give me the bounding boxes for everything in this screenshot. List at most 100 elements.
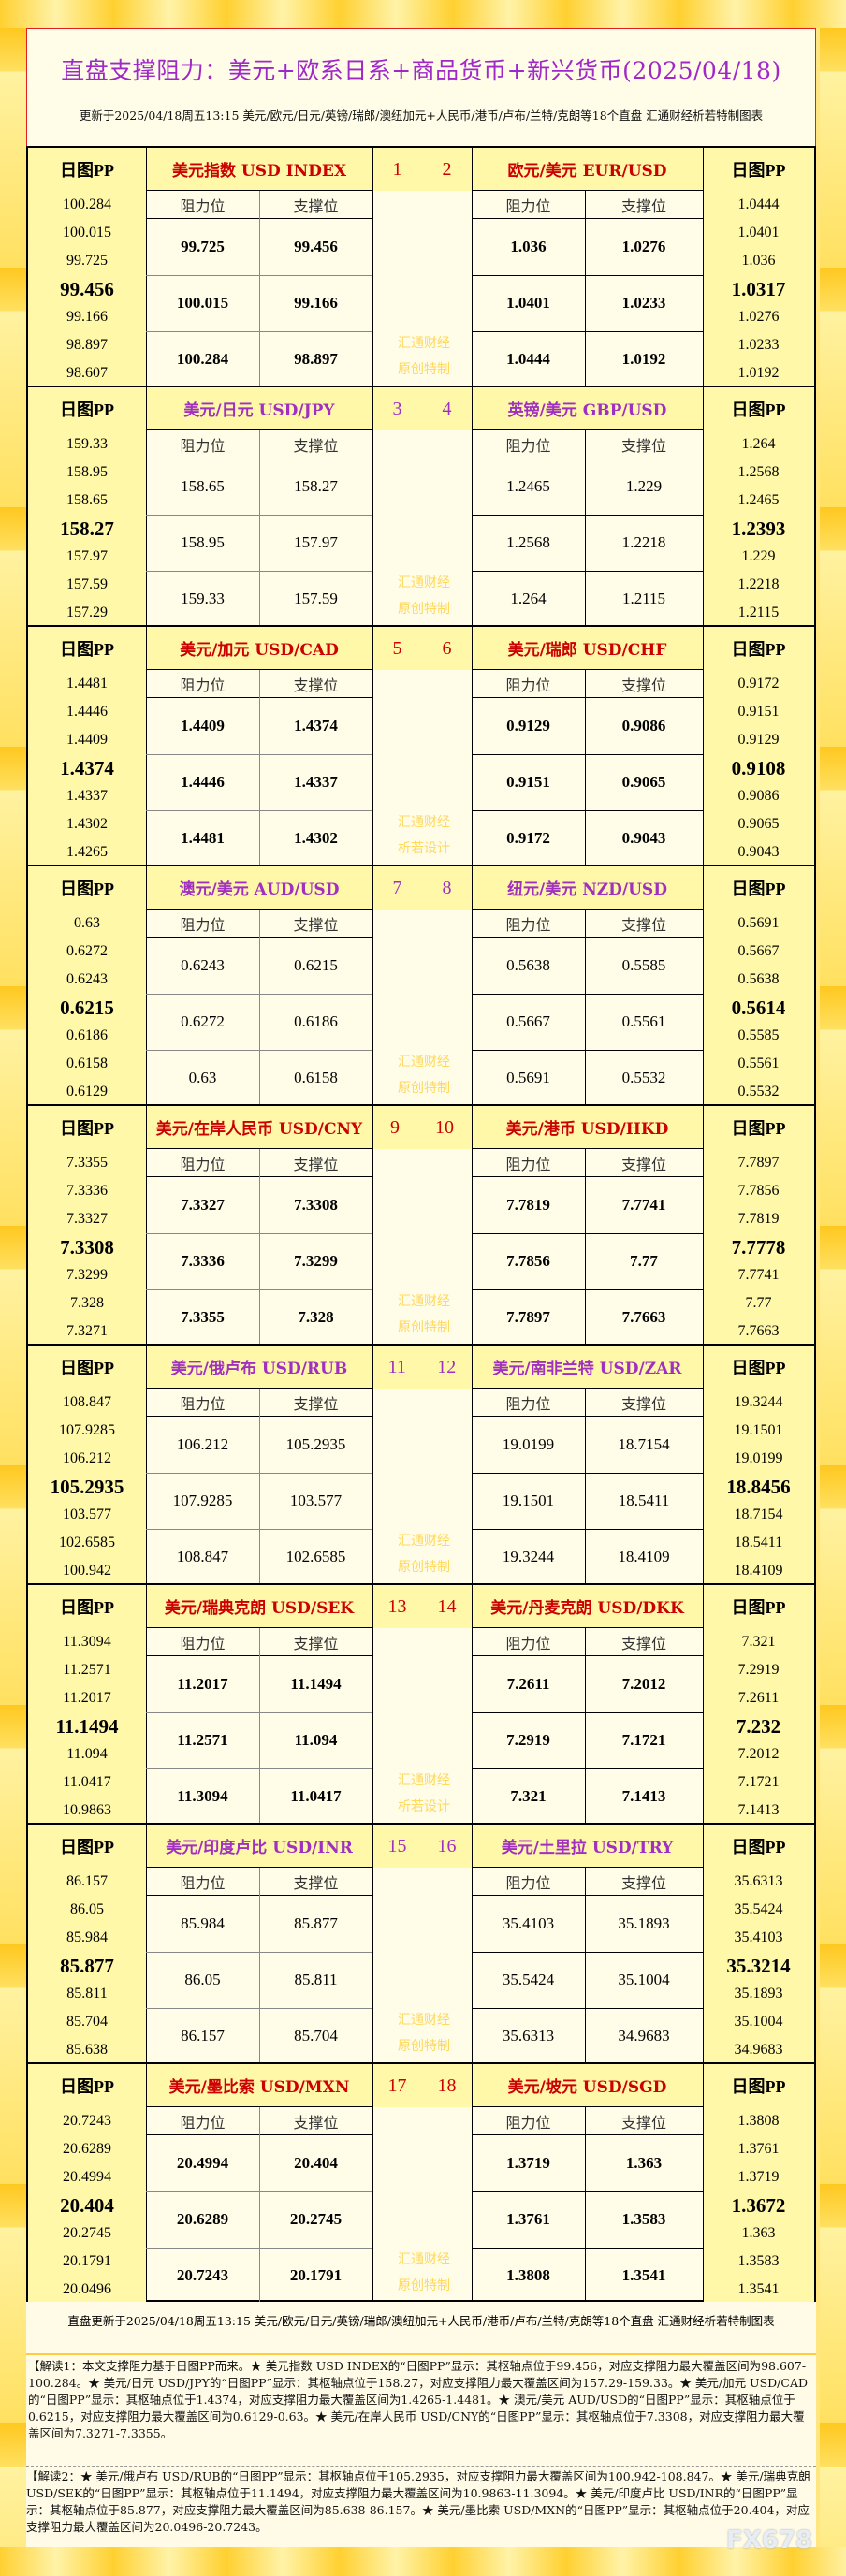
pair-title-left: 美元/瑞典克朗 USD/SEK: [146, 1585, 372, 1628]
pp-level-value: 1.3541: [737, 2281, 780, 2297]
resistance-label-left: 阻力位: [146, 191, 259, 219]
watermark-line-1: 汇通财经: [398, 2013, 450, 2028]
support-value: 1.4302: [294, 829, 338, 847]
pivot-point-value: 0.5614: [731, 996, 786, 1019]
pp-level-value: 7.7663: [737, 1323, 780, 1339]
daily-pp-header: 日图PP: [731, 1359, 786, 1377]
row-divider: [472, 275, 703, 276]
row-divider: [472, 810, 703, 811]
support-value: 7.2012: [621, 1675, 666, 1693]
cell-divider: [259, 1149, 260, 1344]
daily-pp-column-left: 日图PP 100.284 100.015 99.725 99.456 99.166 98.8…: [28, 148, 146, 386]
cell-divider: [585, 1149, 586, 1344]
pp-level-value: 7.7741: [737, 1267, 780, 1283]
pp-level-value: 85.984: [66, 1929, 108, 1945]
resistance-value: 1.3761: [506, 2210, 550, 2228]
page-subtitle: 更新于2025/04/18周五13:15 美元/欧元/日元/英镑/瑞郎/澳纽加元…: [79, 109, 764, 123]
pp-level-value: 7.1721: [737, 1774, 780, 1790]
support-value: 7.1721: [621, 1731, 666, 1749]
pp-level-value: 7.3299: [66, 1267, 108, 1283]
pair-numbers: 13 14: [372, 1585, 472, 1628]
column-divider: [146, 866, 147, 1104]
support-value: 35.1893: [618, 1914, 670, 1932]
resistance-label-right: 阻力位: [472, 191, 585, 219]
column-divider: [372, 627, 373, 865]
pp-level-value: 11.0417: [63, 1774, 111, 1790]
daily-pp-header: 日图PP: [731, 640, 786, 659]
pivot-point-value: 1.4374: [60, 756, 114, 779]
pair-block: 日图PP 108.847 107.9285 106.212 105.2935 103.57…: [26, 1344, 816, 1583]
resistance-value: 1.264: [510, 589, 547, 607]
pp-level-value: 0.5691: [737, 915, 780, 931]
pp-level-value: 1.2568: [737, 464, 780, 480]
pair-number-left: 17: [387, 2074, 407, 2096]
watermark-line-2: 析若设计: [398, 1799, 450, 1814]
pair-title-right: 美元/南非兰特 USD/ZAR: [472, 1346, 703, 1389]
resistance-value: 35.5424: [502, 1971, 555, 1988]
support-label-right: 支撑位: [585, 1389, 703, 1417]
resistance-label-left: 阻力位: [146, 910, 259, 938]
support-value: 0.6158: [294, 1069, 338, 1086]
support-label-left: 支撑位: [259, 2107, 372, 2135]
support-label-left: 支撑位: [259, 191, 372, 219]
pp-level-value: 1.0192: [737, 365, 780, 381]
column-divider: [703, 627, 704, 865]
support-value: 0.9065: [621, 773, 666, 791]
pair-block: 日图PP 11.3094 11.2571 11.2017 11.1494 11.094 11…: [26, 1583, 816, 1823]
daily-pp-header: 日图PP: [60, 2077, 114, 2096]
support-value: 18.5411: [618, 1492, 670, 1509]
support-value: 1.363: [625, 2154, 663, 2172]
pivot-point-value: 18.8456: [726, 1475, 791, 1498]
row-divider: [472, 754, 703, 755]
resistance-value: 20.4994: [176, 2154, 229, 2172]
footer-update-text: 直盘更新于2025/04/18周五13:15 美元/欧元/日元/英镑/瑞郎/澳纽…: [26, 2302, 816, 2355]
resistance-label-left: 阻力位: [146, 1628, 259, 1656]
row-divider: [146, 2248, 372, 2249]
row-divider: [146, 2191, 372, 2192]
cell-divider: [585, 1868, 586, 2062]
resistance-value: 1.3719: [506, 2154, 550, 2172]
pp-level-value: 0.5638: [737, 971, 780, 987]
resistance-value: 20.6289: [176, 2210, 229, 2228]
watermark-line-1: 汇通财经: [398, 1294, 450, 1309]
daily-pp-column-right: 日图PP 35.6313 35.5424 35.4103 35.3214 35.1893 3…: [703, 1825, 814, 2062]
support-value: 0.5532: [621, 1069, 666, 1086]
resistance-value: 19.3244: [502, 1548, 555, 1565]
cell-divider: [259, 670, 260, 865]
cell-divider: [585, 191, 586, 386]
daily-pp-header: 日图PP: [60, 1359, 114, 1377]
pp-level-value: 1.2465: [737, 492, 780, 508]
pp-level-value: 18.5411: [734, 1535, 783, 1550]
cell-divider: [585, 2107, 586, 2302]
daily-pp-column-left: 日图PP 11.3094 11.2571 11.2017 11.1494 11.094 11…: [28, 1585, 146, 1823]
resistance-value: 35.4103: [502, 1914, 555, 1932]
support-value: 20.404: [294, 2154, 338, 2172]
daily-pp-header: 日图PP: [60, 400, 114, 419]
column-divider: [472, 866, 473, 1104]
page-header: 直盘支撑阻力：美元+欧系日系+商品货币+新兴货币(2025/04/18) 更新于…: [26, 28, 816, 146]
pp-level-value: 1.2115: [737, 604, 780, 620]
support-value: 1.0276: [621, 238, 666, 255]
row-divider: [146, 275, 372, 276]
pp-level-value: 0.9172: [737, 676, 780, 691]
pair-title-right: 美元/坡元 USD/SGD: [472, 2064, 703, 2107]
pp-level-value: 20.6289: [63, 2141, 111, 2157]
pp-level-value: 99.166: [66, 309, 108, 325]
pair-number-left: 1: [392, 158, 402, 180]
pivot-point-value: 7.7778: [731, 1235, 786, 1259]
resistance-value: 7.7819: [506, 1196, 550, 1214]
pp-level-value: 7.1413: [737, 1802, 780, 1818]
pp-level-value: 35.1004: [734, 2014, 783, 2030]
column-divider: [372, 1585, 373, 1823]
support-value: 1.3541: [621, 2266, 666, 2284]
row-divider: [146, 1473, 372, 1474]
resistance-value: 7.321: [510, 1787, 547, 1805]
resistance-label-left: 阻力位: [146, 670, 259, 698]
pivot-point-value: 20.404: [60, 2193, 114, 2217]
page-title: 直盘支撑阻力：美元+欧系日系+商品货币+新兴货币(2025/04/18): [61, 57, 781, 84]
daily-pp-header: 日图PP: [731, 1838, 786, 1856]
pp-level-value: 0.6186: [66, 1027, 108, 1043]
support-label-right: 支撑位: [585, 1628, 703, 1656]
watermark-line-1: 汇通财经: [398, 575, 450, 590]
